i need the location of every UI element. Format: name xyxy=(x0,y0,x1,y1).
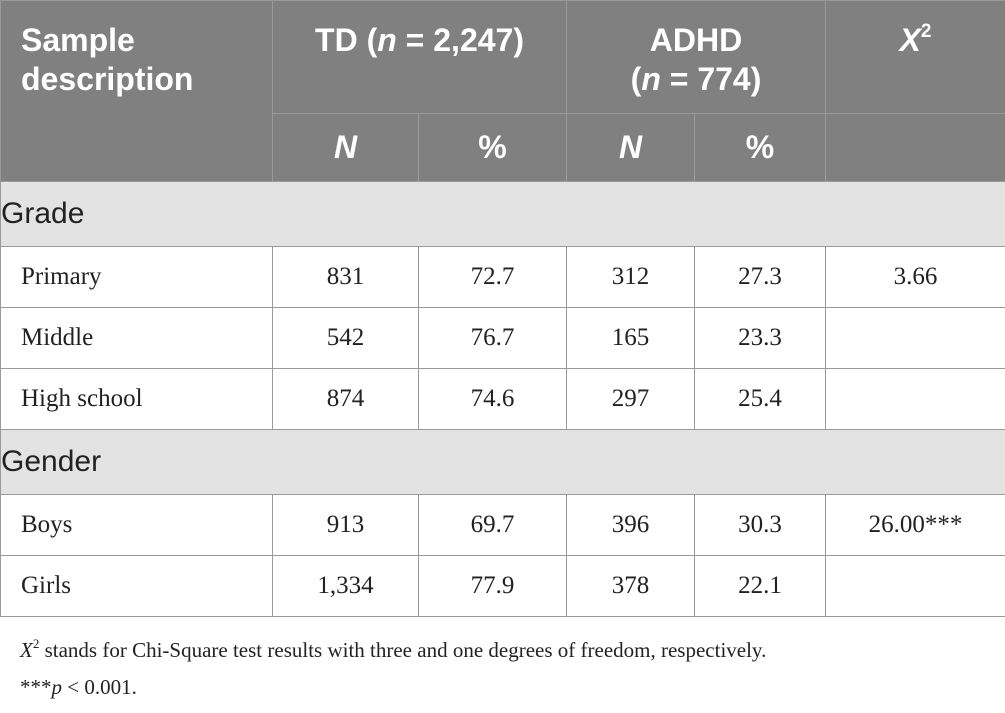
td-pct-cell: 76.7 xyxy=(417,307,568,369)
subheader-td-n: N xyxy=(272,113,419,182)
adhd-n-cell: 312 xyxy=(566,246,696,308)
table-row: Boys 913 69.7 396 30.3 26.00*** xyxy=(0,494,1005,556)
adhd-pct-cell: 30.3 xyxy=(694,494,827,556)
adhd-n-cell: 165 xyxy=(566,307,696,369)
td-n-cell: 542 xyxy=(272,307,419,369)
table-row: Primary 831 72.7 312 27.3 3.66 xyxy=(0,246,1005,308)
row-label: High school xyxy=(0,368,273,430)
subheader-adhd-pct: % xyxy=(694,113,827,182)
adhd-pct-cell: 25.4 xyxy=(694,368,827,430)
row-label: Girls xyxy=(0,555,273,617)
chi-square-cell xyxy=(825,307,1005,369)
header-row: Sample description TD (n = 2,247) ADHD (n… xyxy=(0,0,1005,182)
subheader-adhd-n: N xyxy=(566,113,696,182)
td-n-cell: 913 xyxy=(272,494,419,556)
group-row-gender: Gender xyxy=(0,429,1005,495)
footnote-chi-square: X2 stands for Chi-Square test results wi… xyxy=(20,636,767,662)
td-pct-cell: 72.7 xyxy=(417,246,568,308)
footnote-significance: ***p < 0.001. xyxy=(20,675,137,699)
td-n-cell: 874 xyxy=(272,368,419,430)
adhd-pct-cell: 22.1 xyxy=(694,555,827,617)
adhd-n-cell: 396 xyxy=(566,494,696,556)
adhd-n-cell: 378 xyxy=(566,555,696,617)
chi-square-cell xyxy=(825,555,1005,617)
td-pct-cell: 69.7 xyxy=(417,494,568,556)
td-n-cell: 831 xyxy=(272,246,419,308)
td-pct-cell: 77.9 xyxy=(417,555,568,617)
table-row: Girls 1,334 77.9 378 22.1 xyxy=(0,555,1005,617)
table-row: Middle 542 76.7 165 23.3 xyxy=(0,307,1005,369)
table-row: High school 874 74.6 297 25.4 xyxy=(0,368,1005,430)
chi-square-cell: 26.00*** xyxy=(825,494,1005,556)
header-td: TD (n = 2,247) xyxy=(271,0,568,114)
subheader-td-pct: % xyxy=(417,113,568,182)
row-label: Middle xyxy=(0,307,273,369)
header-chi-square: X2 xyxy=(825,0,1005,114)
td-pct-cell: 74.6 xyxy=(417,368,568,430)
subheader-chi-square-empty xyxy=(825,113,1005,182)
group-label: Grade xyxy=(0,181,1005,247)
row-label: Primary xyxy=(0,246,273,308)
group-row-grade: Grade xyxy=(0,181,1005,247)
row-label: Boys xyxy=(0,494,273,556)
adhd-pct-cell: 27.3 xyxy=(694,246,827,308)
td-n-cell: 1,334 xyxy=(272,555,419,617)
adhd-n-cell: 297 xyxy=(566,368,696,430)
sample-description-table: Sample description TD (n = 2,247) ADHD (n… xyxy=(0,0,1005,617)
chi-square-cell: 3.66 xyxy=(825,246,1005,308)
group-label: Gender xyxy=(0,429,1005,495)
header-sample-description: Sample description xyxy=(0,0,273,182)
chi-square-cell xyxy=(825,368,1005,430)
adhd-pct-cell: 23.3 xyxy=(694,307,827,369)
header-adhd: ADHD (n = 774) xyxy=(566,0,827,114)
